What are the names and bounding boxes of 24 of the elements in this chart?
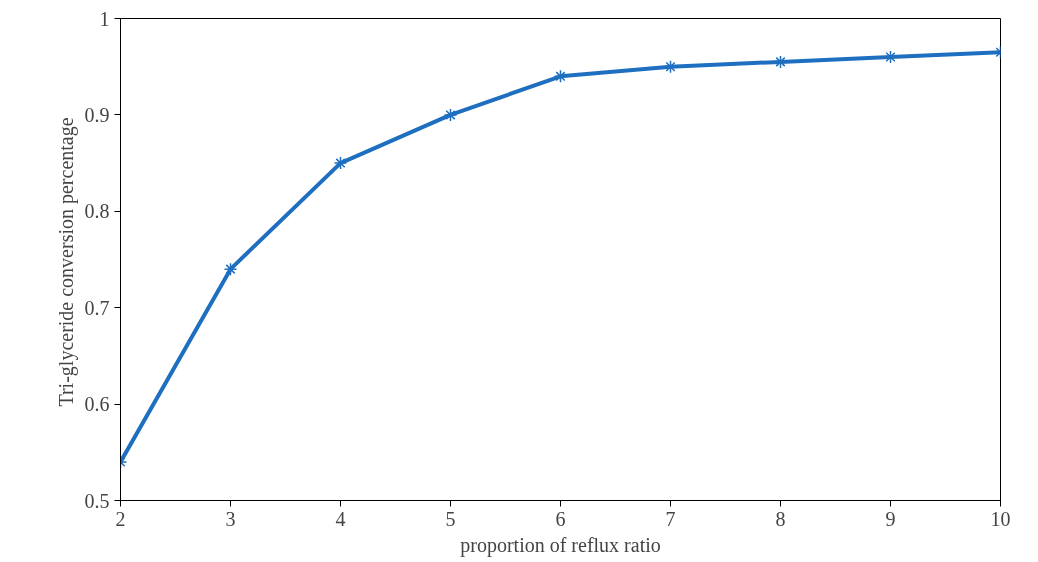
x-tick-label: 10 (990, 507, 1011, 530)
point (883, 50, 898, 64)
x-tick-label: 8 (775, 507, 786, 530)
x-tick-label: 6 (555, 507, 566, 530)
y-tick-label: 1 (99, 7, 110, 30)
x-axis-title: proportion of reflux ratio (460, 533, 661, 557)
x-tick-label: 3 (225, 507, 236, 530)
point (333, 156, 348, 170)
point (443, 108, 458, 122)
y-tick-label: 0.6 (84, 393, 110, 416)
x-tick-label: 5 (445, 507, 456, 530)
x-tick-label: 9 (885, 507, 896, 530)
point (223, 262, 238, 276)
point (663, 59, 678, 74)
y-tick-label: 0.9 (84, 103, 110, 126)
y-axis-title: Tri-glyceride conversion percentage (54, 117, 78, 407)
point (553, 69, 568, 84)
y-tick-label: 0.5 (84, 489, 110, 512)
y-tick-label: 0.8 (84, 200, 110, 223)
x-tick-label: 7 (665, 507, 676, 530)
y-tick-label: 0.7 (84, 296, 110, 319)
point (773, 55, 788, 69)
x-tick-label: 4 (335, 507, 346, 530)
x-tick-label: 2 (115, 507, 126, 530)
